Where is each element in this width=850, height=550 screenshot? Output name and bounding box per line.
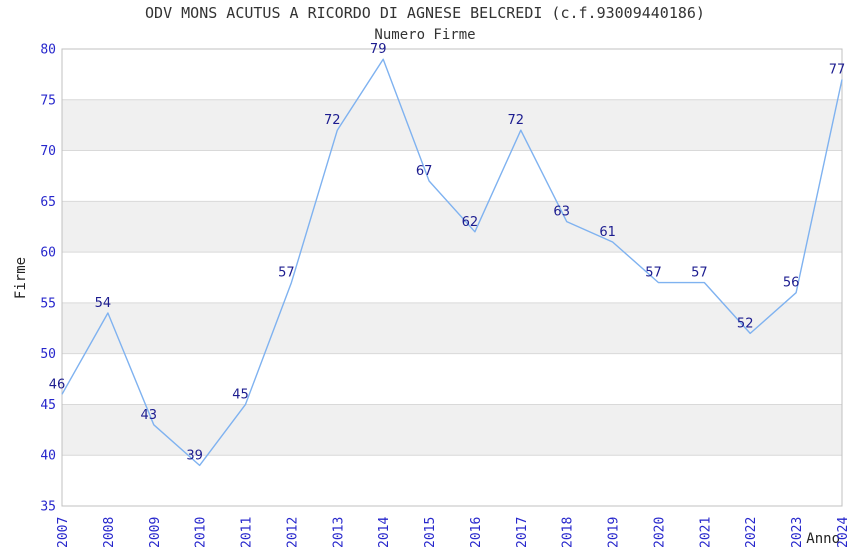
- data-label: 72: [324, 113, 341, 128]
- plot-band: [62, 99, 842, 151]
- x-tick-label: 2008: [102, 517, 117, 548]
- x-tick-label: 2019: [607, 517, 622, 548]
- y-tick-label: 60: [40, 246, 56, 261]
- y-tick-label: 50: [40, 347, 56, 362]
- data-label: 57: [645, 266, 662, 281]
- data-label: 61: [599, 225, 616, 240]
- x-tick-label: 2021: [698, 517, 713, 548]
- x-tick-label: 2024: [836, 517, 850, 548]
- y-tick-label: 55: [40, 296, 56, 311]
- chart-title: ODV MONS ACUTUS A RICORDO DI AGNESE BELC…: [145, 4, 705, 22]
- x-tick-label: 2017: [515, 517, 530, 548]
- y-tick-label: 70: [40, 144, 56, 159]
- x-tick-label: 2009: [148, 517, 163, 548]
- data-label: 56: [783, 276, 800, 291]
- plot-band: [62, 302, 842, 354]
- y-tick-label: 75: [40, 93, 56, 108]
- y-tick-label: 35: [40, 500, 56, 515]
- data-label: 52: [737, 316, 754, 331]
- data-label: 63: [553, 205, 570, 220]
- y-tick-label: 45: [40, 398, 56, 413]
- series-line: [61, 58, 843, 467]
- data-label: 72: [508, 113, 525, 128]
- data-label: 43: [141, 408, 158, 423]
- y-tick-label: 40: [40, 449, 56, 464]
- x-tick-label: 2013: [331, 517, 346, 548]
- y-tick-label: 80: [40, 43, 56, 58]
- plot-border: [61, 48, 843, 507]
- data-label: 46: [49, 377, 66, 392]
- x-tick-label: 2016: [469, 517, 484, 548]
- chart-subtitle: Numero Firme: [374, 27, 476, 43]
- x-tick-label: 2015: [423, 517, 438, 548]
- x-tick-label: 2018: [561, 517, 576, 548]
- plot-band: [62, 404, 842, 456]
- data-label: 79: [370, 42, 387, 57]
- plot-band: [62, 201, 842, 253]
- data-label: 57: [278, 266, 295, 281]
- data-label: 67: [416, 164, 433, 179]
- x-axis-label: Anno: [806, 531, 840, 547]
- x-tick-label: 2022: [744, 517, 759, 548]
- x-tick-label: 2020: [653, 517, 668, 548]
- data-label: 39: [186, 448, 203, 463]
- y-tick-label: 65: [40, 195, 56, 210]
- x-tick-label: 2014: [377, 517, 392, 548]
- x-tick-label: 2012: [285, 517, 300, 548]
- x-tick-label: 2010: [194, 517, 209, 548]
- x-tick-label: 2011: [240, 517, 255, 548]
- data-label: 54: [95, 296, 112, 311]
- data-label: 57: [691, 266, 708, 281]
- x-tick-label: 2023: [790, 517, 805, 548]
- data-label: 62: [462, 215, 479, 230]
- x-tick-label: 2007: [56, 517, 71, 548]
- data-label: 45: [232, 387, 249, 402]
- data-label: 77: [829, 63, 846, 78]
